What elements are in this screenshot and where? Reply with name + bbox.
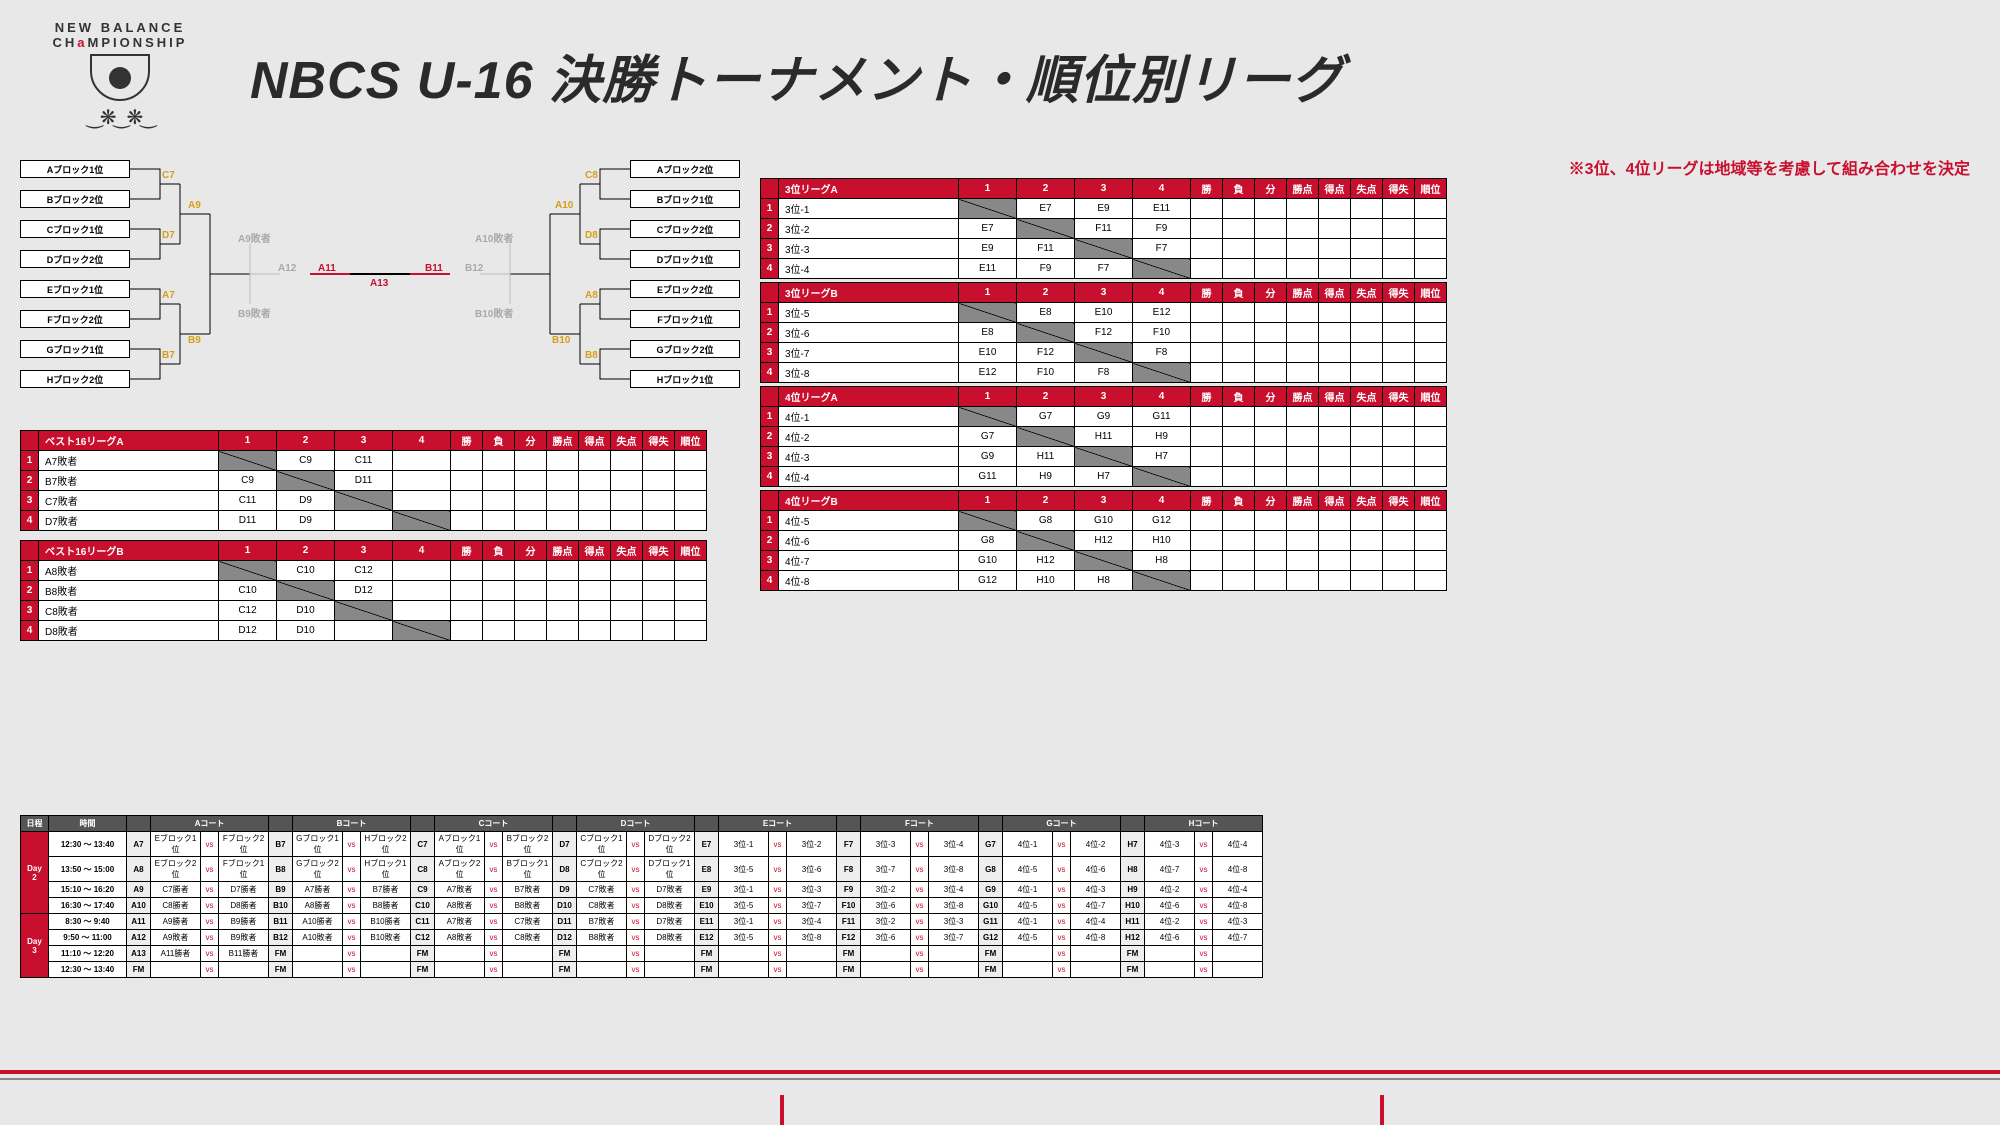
schedule-row: Day 212:30 ～ 13:40A7Eブロック1位vsFブロック2位B7Gブ… — [21, 832, 1263, 857]
match-b8: B8 — [585, 350, 598, 361]
page-title: NBCS U-16 決勝トーナメント・順位別リーグ — [250, 38, 1344, 113]
match-b7: B7 — [162, 350, 175, 361]
match-a9loser: A9敗者 — [238, 230, 271, 245]
table-league3A: 3位リーグA1234勝負分勝点得点失点得失順位13位-1E7E9E1123位-2… — [760, 178, 1447, 279]
table-row: 2B7敗者C9D11 — [21, 471, 707, 491]
table-row: 13位-5E8E10E12 — [761, 303, 1447, 323]
table-best16B: ベスト16リーグB1234勝負分勝点得点失点得失順位1A8敗者C10C122B8… — [20, 540, 707, 641]
match-b12: B12 — [465, 263, 483, 274]
bracket-team-left-1: Bブロック2位 — [20, 190, 130, 208]
bracket-team-right-1: Bブロック1位 — [630, 190, 740, 208]
table-row: 1A8敗者C10C12 — [21, 561, 707, 581]
bracket-team-right-2: Cブロック2位 — [630, 220, 740, 238]
table-row: 1A7敗者C9C11 — [21, 451, 707, 471]
match-b9loser: B9敗者 — [238, 305, 271, 320]
table-row: 43位-8E12F10F8 — [761, 363, 1447, 383]
table-row: 2B8敗者C10D12 — [21, 581, 707, 601]
table-row: 33位-7E10F12F8 — [761, 343, 1447, 363]
schedule-row: 13:50 ～ 15:00A8Eブロック2位vsFブロック1位B8Gブロック2位… — [21, 857, 1263, 882]
match-a8: A8 — [585, 290, 598, 301]
note-text: ※3位、4位リーグは地域等を考慮して組み合わせを決定 — [1569, 155, 1970, 179]
bracket-team-right-4: Eブロック2位 — [630, 280, 740, 298]
laurel-icon: ‿❋‿❋‿ — [87, 105, 154, 130]
table-row: 24位-2G7H11H9 — [761, 427, 1447, 447]
match-a10: A10 — [555, 200, 573, 211]
tournament-bracket: Aブロック1位 Bブロック2位 Cブロック1位 Dブロック2位 Eブロック1位 Fブロック… — [20, 160, 740, 410]
match-b10loser: B10敗者 — [475, 305, 513, 320]
table-row: 4D7敗者D11D9 — [21, 511, 707, 531]
match-a9: A9 — [188, 200, 201, 211]
bracket-team-left-5: Fブロック2位 — [20, 310, 130, 328]
bracket-team-right-0: Aブロック2位 — [630, 160, 740, 178]
ball-icon — [109, 67, 131, 89]
table-row: 23位-6E8F12F10 — [761, 323, 1447, 343]
match-c8: C8 — [585, 170, 598, 181]
bracket-team-left-6: Gブロック1位 — [20, 340, 130, 358]
shield-icon — [90, 54, 150, 101]
logo: NEW BALANCE CHaMPIONSHIP ‿❋‿❋‿ — [30, 20, 210, 130]
schedule-row: Day 38:30 ～ 9:40A11A9勝者vsB9勝者B11A10勝者vsB… — [21, 914, 1263, 930]
logo-line1: NEW BALANCE — [55, 20, 186, 35]
schedule-table: 日程時間AコートBコートCコートDコートEコートFコートGコートHコートDay … — [20, 815, 1263, 978]
match-a7: A7 — [162, 290, 175, 301]
match-b10: B10 — [552, 335, 570, 346]
schedule-row: 15:10 ～ 16:20A9C7勝者vsD7勝者B9A7勝者vsB7勝者C9A… — [21, 882, 1263, 898]
table-row: 43位-4E11F9F7 — [761, 259, 1447, 279]
bracket-team-left-3: Dブロック2位 — [20, 250, 130, 268]
table-row: 44位-4G11H9H7 — [761, 467, 1447, 487]
bracket-team-left-4: Eブロック1位 — [20, 280, 130, 298]
schedule-row: 12:30 ～ 13:40FMvsFMvsFMvsFMvsFMvsFMvsFMv… — [21, 962, 1263, 978]
table-row: 23位-2E7F11F9 — [761, 219, 1447, 239]
table-row: 14位-1G7G9G11 — [761, 407, 1447, 427]
table-row: 4D8敗者D12D10 — [21, 621, 707, 641]
bracket-team-left-7: Hブロック2位 — [20, 370, 130, 388]
table-league4A: 4位リーグA1234勝負分勝点得点失点得失順位14位-1G7G9G1124位-2… — [760, 386, 1447, 487]
table-league3B: 3位リーグB1234勝負分勝点得点失点得失順位13位-5E8E10E1223位-… — [760, 282, 1447, 383]
schedule-row: 9:50 ～ 11:00A12A9敗者vsB9敗者B12A10敗者vsB10敗者… — [21, 930, 1263, 946]
bracket-team-left-2: Cブロック1位 — [20, 220, 130, 238]
match-d7: D7 — [162, 230, 175, 241]
table-row: 3C8敗者C12D10 — [21, 601, 707, 621]
table-row: 44位-8G12H10H8 — [761, 571, 1447, 591]
match-a12: A12 — [278, 263, 296, 274]
match-d8: D8 — [585, 230, 598, 241]
table-league4B: 4位リーグB1234勝負分勝点得点失点得失順位14位-5G8G10G1224位-… — [760, 490, 1447, 591]
match-c7: C7 — [162, 170, 175, 181]
table-row: 24位-6G8H12H10 — [761, 531, 1447, 551]
bracket-team-right-7: Hブロック1位 — [630, 370, 740, 388]
table-row: 3C7敗者C11D9 — [21, 491, 707, 511]
table-row: 33位-3E9F11F7 — [761, 239, 1447, 259]
match-b11: B11 — [425, 263, 443, 274]
table-row: 34位-3G9H11H7 — [761, 447, 1447, 467]
match-b9: B9 — [188, 335, 201, 346]
bracket-team-right-6: Gブロック2位 — [630, 340, 740, 358]
match-a13: A13 — [370, 278, 388, 289]
table-row: 13位-1E7E9E11 — [761, 199, 1447, 219]
table-row: 14位-5G8G10G12 — [761, 511, 1447, 531]
bracket-team-right-3: Dブロック1位 — [630, 250, 740, 268]
match-a11: A11 — [318, 263, 336, 274]
schedule-row: 11:10 ～ 12:20A13A11勝者vsB11勝者FMvsFMvsFMvs… — [21, 946, 1263, 962]
bracket-team-right-5: Fブロック1位 — [630, 310, 740, 328]
match-a10loser: A10敗者 — [475, 230, 513, 245]
bracket-team-left-0: Aブロック1位 — [20, 160, 130, 178]
schedule-row: 16:30 ～ 17:40A10C8勝者vsD8勝者B10A8勝者vsB8勝者C… — [21, 898, 1263, 914]
table-best16A: ベスト16リーグA1234勝負分勝点得点失点得失順位1A7敗者C9C112B7敗… — [20, 430, 707, 531]
table-row: 34位-7G10H12H8 — [761, 551, 1447, 571]
